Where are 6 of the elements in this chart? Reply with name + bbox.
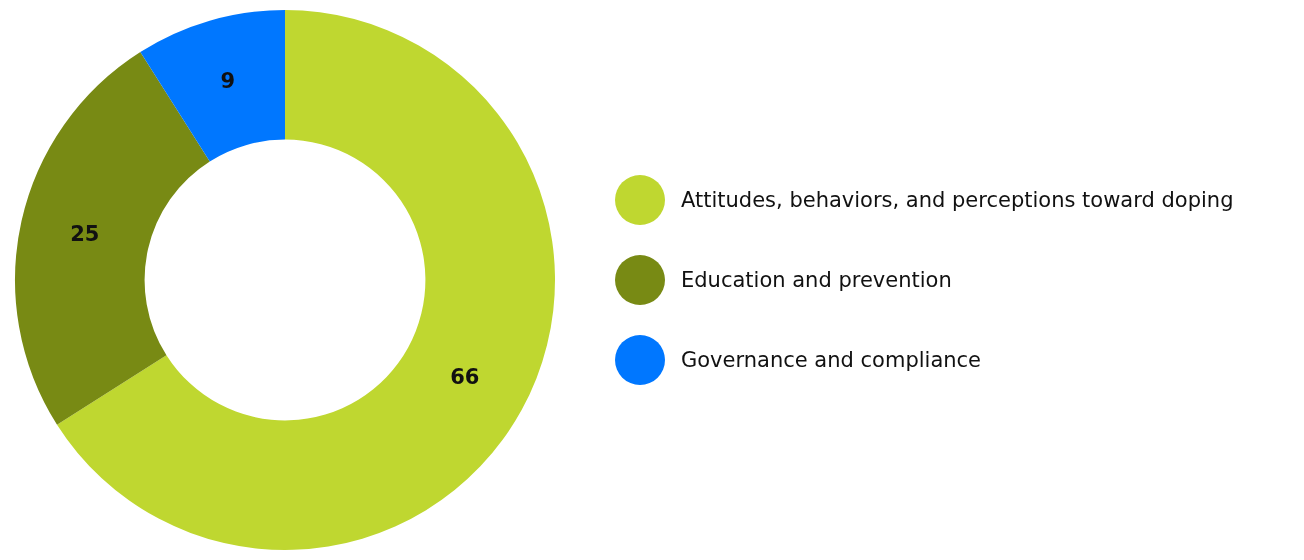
legend-label: Governance and compliance xyxy=(681,348,982,372)
data-label: 25 xyxy=(70,221,100,246)
legend-label: Education and prevention xyxy=(681,268,952,292)
data-label: 9 xyxy=(220,69,236,94)
legend-label: Attitudes, behaviors, and perceptions toward doping xyxy=(681,188,1234,212)
data-label: 66 xyxy=(450,365,480,390)
